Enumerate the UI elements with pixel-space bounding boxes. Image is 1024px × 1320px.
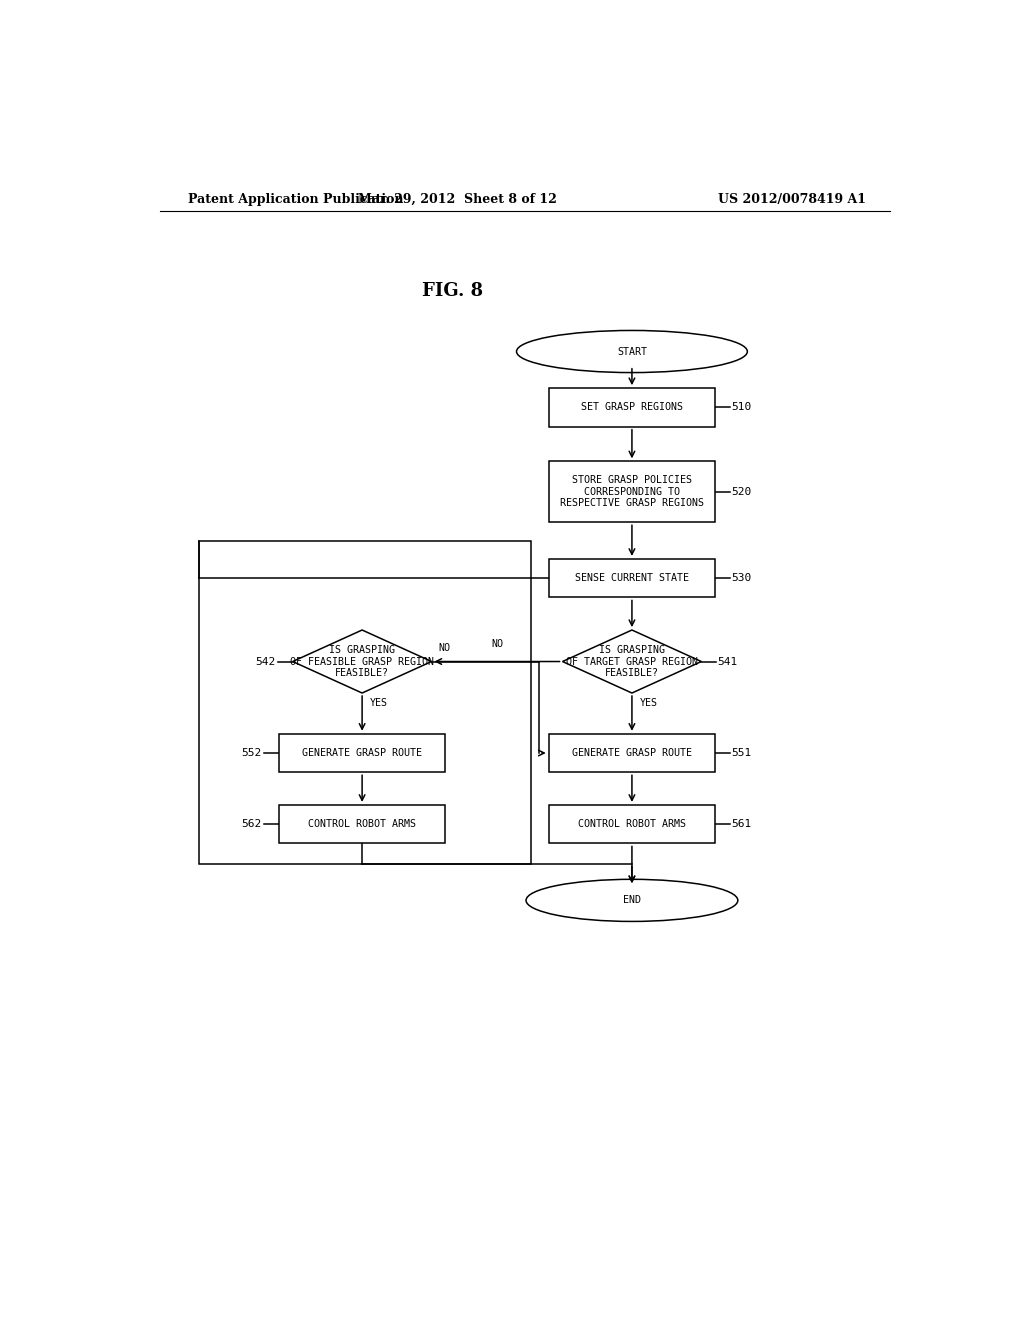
Ellipse shape [516,330,748,372]
Text: Mar. 29, 2012  Sheet 8 of 12: Mar. 29, 2012 Sheet 8 of 12 [358,193,557,206]
Polygon shape [562,630,701,693]
Text: Patent Application Publication: Patent Application Publication [187,193,403,206]
Text: CONTROL ROBOT ARMS: CONTROL ROBOT ARMS [578,820,686,829]
Text: 530: 530 [731,573,752,583]
Text: 520: 520 [731,487,752,496]
Text: YES: YES [640,698,657,709]
Text: 551: 551 [731,748,752,758]
FancyBboxPatch shape [549,461,715,523]
Text: CONTROL ROBOT ARMS: CONTROL ROBOT ARMS [308,820,416,829]
Text: START: START [616,347,647,356]
Text: 542: 542 [255,656,275,667]
Polygon shape [293,630,431,693]
Text: 510: 510 [731,403,752,412]
Text: GENERATE GRASP ROUTE: GENERATE GRASP ROUTE [572,748,692,758]
Text: YES: YES [370,698,388,709]
FancyBboxPatch shape [549,805,715,843]
Text: END: END [623,895,641,906]
FancyBboxPatch shape [549,558,715,598]
Text: SET GRASP REGIONS: SET GRASP REGIONS [581,403,683,412]
Text: IS GRASPING
OF FEASIBLE GRASP REGION
FEASIBLE?: IS GRASPING OF FEASIBLE GRASP REGION FEA… [290,645,434,678]
Text: STORE GRASP POLICIES
CORRESPONDING TO
RESPECTIVE GRASP REGIONS: STORE GRASP POLICIES CORRESPONDING TO RE… [560,475,703,508]
Text: GENERATE GRASP ROUTE: GENERATE GRASP ROUTE [302,748,422,758]
FancyBboxPatch shape [279,734,445,772]
Text: US 2012/0078419 A1: US 2012/0078419 A1 [718,193,866,206]
Ellipse shape [526,879,738,921]
Text: NO: NO [492,639,503,649]
FancyBboxPatch shape [549,388,715,426]
Text: 552: 552 [241,748,261,758]
Text: 562: 562 [241,820,261,829]
Text: IS GRASPING
OF TARGET GRASP REGION
FEASIBLE?: IS GRASPING OF TARGET GRASP REGION FEASI… [566,645,698,678]
Text: FIG. 8: FIG. 8 [422,281,482,300]
FancyBboxPatch shape [549,734,715,772]
Text: NO: NO [438,643,450,653]
Text: 541: 541 [717,656,737,667]
Text: 561: 561 [731,820,752,829]
Text: SENSE CURRENT STATE: SENSE CURRENT STATE [574,573,689,583]
FancyBboxPatch shape [279,805,445,843]
